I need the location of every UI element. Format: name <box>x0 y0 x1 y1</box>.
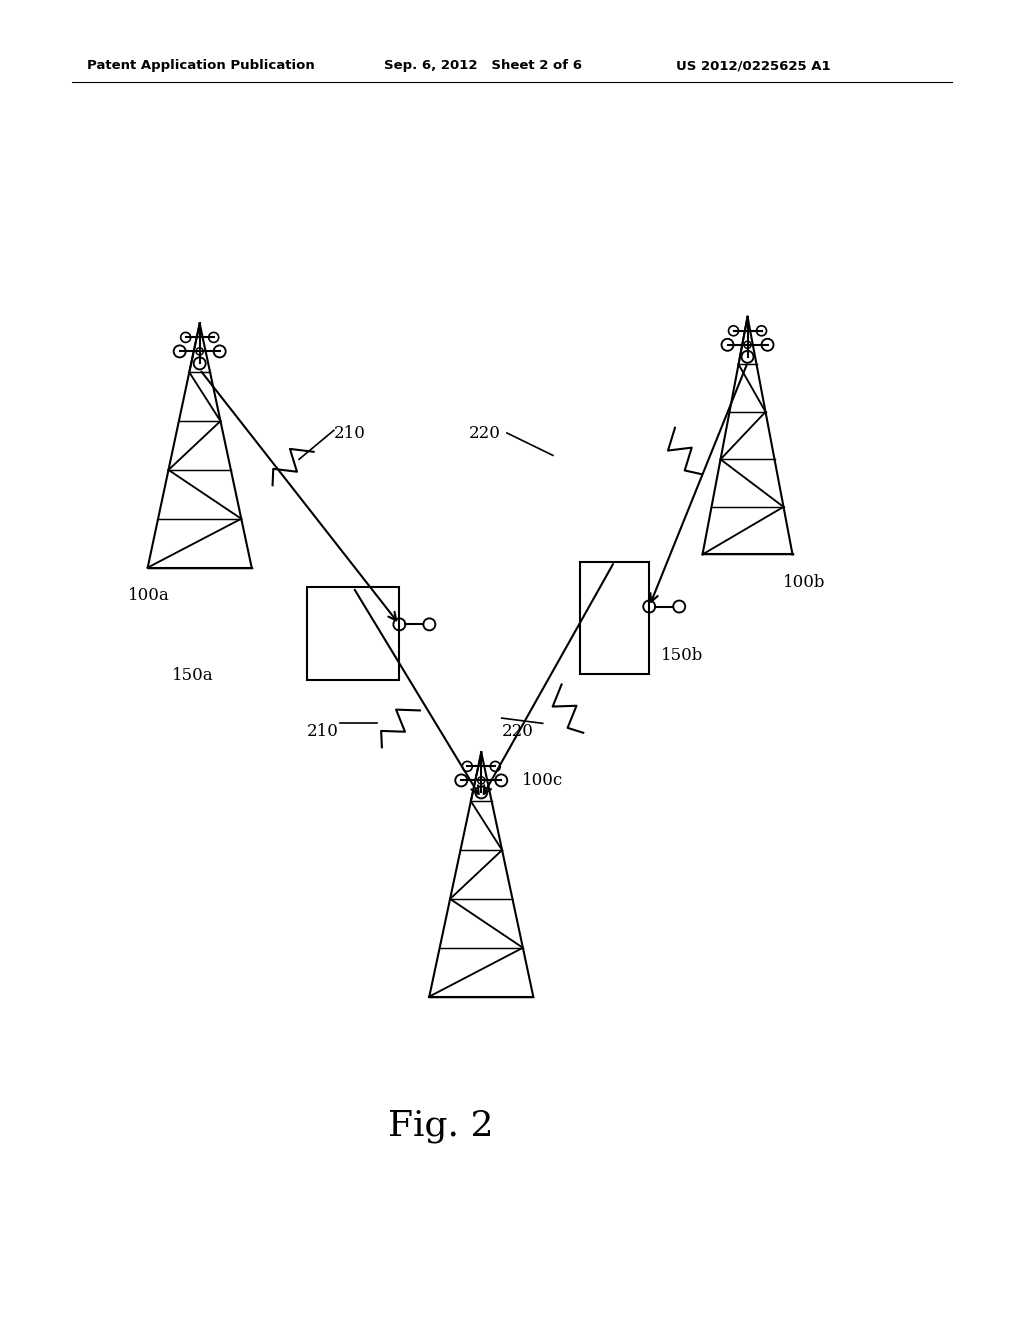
Text: Patent Application Publication: Patent Application Publication <box>87 59 314 73</box>
Text: 100c: 100c <box>522 772 563 789</box>
Text: 220: 220 <box>502 723 534 741</box>
Bar <box>307 587 399 680</box>
Text: US 2012/0225625 A1: US 2012/0225625 A1 <box>676 59 830 73</box>
Text: 210: 210 <box>334 425 366 442</box>
Text: 100b: 100b <box>783 574 826 591</box>
Text: 210: 210 <box>307 723 339 741</box>
Text: Fig. 2: Fig. 2 <box>387 1109 494 1143</box>
Text: 100a: 100a <box>128 587 170 605</box>
Text: 150a: 150a <box>172 667 214 684</box>
Text: 220: 220 <box>469 425 501 442</box>
Text: Sep. 6, 2012   Sheet 2 of 6: Sep. 6, 2012 Sheet 2 of 6 <box>384 59 582 73</box>
Text: 150b: 150b <box>660 647 702 664</box>
Bar <box>580 562 649 673</box>
